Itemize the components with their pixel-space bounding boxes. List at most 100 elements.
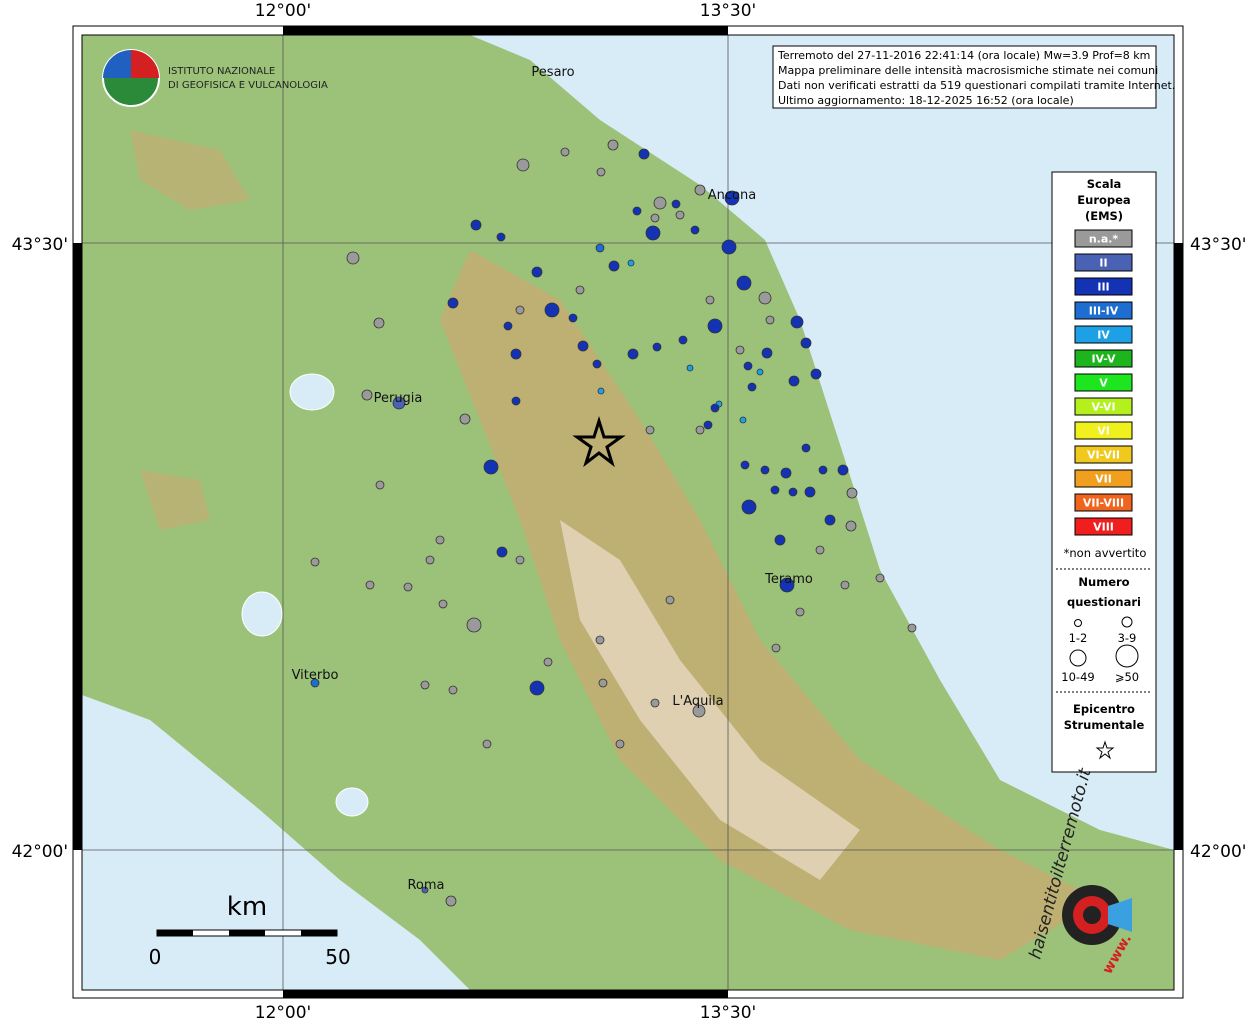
logo-text: DI GEOFISICA E VULCANOLOGIA [168, 80, 328, 91]
observation [740, 460, 750, 470]
observation [675, 210, 685, 220]
observations [310, 139, 917, 907]
observation [375, 480, 385, 490]
observation [447, 297, 459, 309]
observation [445, 895, 457, 907]
scale-unit: km [227, 892, 267, 922]
observation [721, 239, 737, 255]
observation [515, 305, 525, 315]
size-symbol [1115, 644, 1139, 668]
observation [482, 739, 492, 749]
legend-label: VII [1095, 473, 1112, 486]
observation [568, 313, 578, 323]
observation [515, 555, 525, 565]
observation [818, 465, 828, 475]
observation [529, 680, 545, 696]
observation [596, 167, 606, 177]
peaks [560, 520, 860, 880]
observation [510, 348, 522, 360]
legend-label: III-IV [1089, 305, 1119, 318]
legend-label: VII-VIII [1083, 497, 1124, 510]
observation [420, 680, 430, 690]
lat-label: 43°30' [1190, 235, 1246, 255]
observation [788, 487, 798, 497]
observation [788, 375, 800, 387]
hills [130, 130, 250, 530]
observation [511, 396, 521, 406]
legend-swatch [1074, 301, 1133, 320]
observation [840, 580, 850, 590]
observation [466, 617, 482, 633]
size-label: 1-2 [1069, 631, 1088, 645]
legend-title: questionari [1067, 595, 1141, 609]
observation [736, 275, 752, 291]
city-label: Teramo [764, 572, 813, 587]
observation [310, 678, 320, 688]
info-line: Mappa preliminare delle intensità macros… [778, 64, 1158, 77]
observation [544, 302, 560, 318]
observation [615, 739, 625, 749]
legend-label: VI-VII [1087, 449, 1120, 462]
observation [690, 225, 700, 235]
observation [310, 557, 320, 567]
logo: ISTITUTO NAZIONALE DI GEOFISICA E VULCAN… [102, 49, 328, 107]
observation [771, 643, 781, 653]
frame [72, 25, 1184, 999]
observation [531, 266, 543, 278]
observation [779, 577, 795, 593]
observation [758, 291, 772, 305]
observation [815, 545, 825, 555]
observation [695, 425, 705, 435]
observation [627, 259, 635, 267]
observation [595, 635, 605, 645]
legend-title: Epicentro [1073, 702, 1135, 716]
observation [770, 485, 780, 495]
observation [448, 685, 458, 695]
observation [761, 347, 773, 359]
city-label: L'Aquila [672, 694, 723, 709]
info-line: Dati non verificati estratti da 519 ques… [778, 79, 1175, 92]
observation [739, 416, 747, 424]
mountains [440, 250, 1100, 960]
observation [650, 213, 660, 223]
legend-swatch [1074, 325, 1133, 344]
observation [645, 425, 655, 435]
city-label: Roma [407, 878, 444, 893]
observation [421, 886, 429, 894]
observation [373, 317, 385, 329]
observation [361, 389, 373, 401]
observation [686, 364, 694, 372]
observation [765, 315, 775, 325]
observation [703, 420, 713, 430]
scale-label: 50 [325, 945, 350, 969]
observation [425, 555, 435, 565]
observation [800, 337, 812, 349]
observation [741, 499, 757, 515]
legend-title: Europea [1077, 193, 1130, 207]
observation [598, 678, 608, 688]
legend-label: VIII [1093, 521, 1114, 534]
observation [694, 184, 706, 196]
observation [735, 345, 745, 355]
legend-swatch [1074, 469, 1133, 488]
epicentre-star [572, 415, 626, 468]
legend-swatch [1074, 445, 1133, 464]
city-label: Perugia [374, 391, 423, 406]
observation [653, 196, 667, 210]
lon-label: 12°00' [255, 1003, 311, 1023]
observation [560, 147, 570, 157]
observation [774, 534, 786, 546]
lat-label: 42°00' [12, 842, 68, 862]
observation [645, 225, 661, 241]
observation [435, 535, 445, 545]
observation [438, 599, 448, 609]
observation [597, 387, 605, 395]
observation [608, 260, 620, 272]
observation [650, 698, 660, 708]
observation [875, 573, 885, 583]
observation [632, 206, 642, 216]
lon-label: 12°00' [255, 1, 311, 21]
observation [801, 443, 811, 453]
size-symbol [1121, 616, 1133, 628]
observation [790, 315, 804, 329]
